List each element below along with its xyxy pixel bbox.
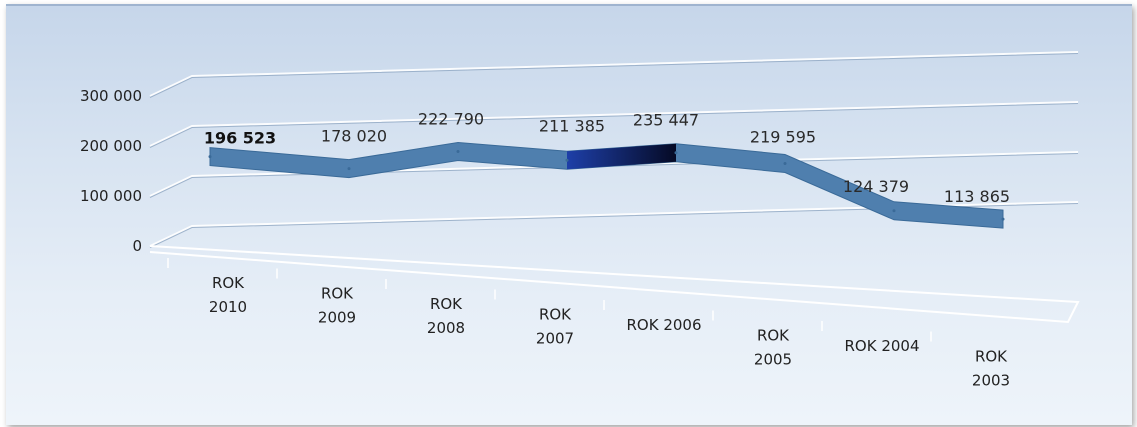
data-label: 124 379 bbox=[843, 177, 909, 196]
y-tick-label: 0 bbox=[132, 237, 142, 255]
data-point bbox=[783, 161, 787, 165]
gridline-shadow bbox=[149, 203, 1079, 248]
gridline bbox=[149, 51, 1079, 97]
x-tick-label: 2010 bbox=[209, 298, 247, 316]
x-tick-label: ROK 2006 bbox=[626, 316, 701, 334]
x-tick-label: ROK bbox=[430, 295, 463, 313]
x-tick-label: 2005 bbox=[754, 351, 792, 369]
data-label: 178 020 bbox=[321, 127, 387, 146]
x-tick-label: ROK bbox=[321, 285, 354, 303]
x-tick-label: 2008 bbox=[427, 319, 465, 337]
x-tick-label: ROK bbox=[539, 306, 572, 324]
data-point bbox=[208, 155, 212, 159]
data-point bbox=[565, 158, 569, 162]
data-point bbox=[456, 150, 460, 154]
gridline bbox=[149, 101, 1079, 147]
highlight-segment bbox=[567, 143, 676, 170]
x-tick-label: ROK 2004 bbox=[844, 337, 919, 355]
gridline bbox=[149, 201, 1079, 247]
gridline-shadow bbox=[149, 103, 1079, 148]
x-tick-label: ROK bbox=[975, 348, 1008, 366]
x-tick-label: ROK bbox=[757, 327, 790, 345]
data-point bbox=[1001, 217, 1005, 221]
y-tick-label: 100 000 bbox=[80, 187, 142, 205]
x-tick-label: ROK bbox=[212, 274, 245, 292]
y-tick-label: 300 000 bbox=[80, 87, 142, 105]
data-point bbox=[347, 167, 351, 171]
x-tick-label: 2009 bbox=[318, 309, 356, 327]
floor-edge bbox=[149, 245, 1080, 324]
data-label: 235 447 bbox=[633, 111, 699, 130]
data-label: 211 385 bbox=[539, 116, 605, 135]
data-point bbox=[892, 209, 896, 213]
x-tick-label: 2003 bbox=[972, 372, 1010, 390]
data-label: 196 523 bbox=[204, 129, 276, 148]
data-label: 113 865 bbox=[944, 187, 1010, 206]
y-tick-label: 200 000 bbox=[80, 137, 142, 155]
data-point bbox=[674, 151, 678, 155]
data-label: 219 595 bbox=[750, 127, 816, 146]
x-tick-label: 2007 bbox=[536, 330, 574, 348]
data-label: 222 790 bbox=[418, 110, 484, 129]
gridline-shadow bbox=[149, 53, 1079, 98]
series-ribbon bbox=[209, 142, 1004, 229]
